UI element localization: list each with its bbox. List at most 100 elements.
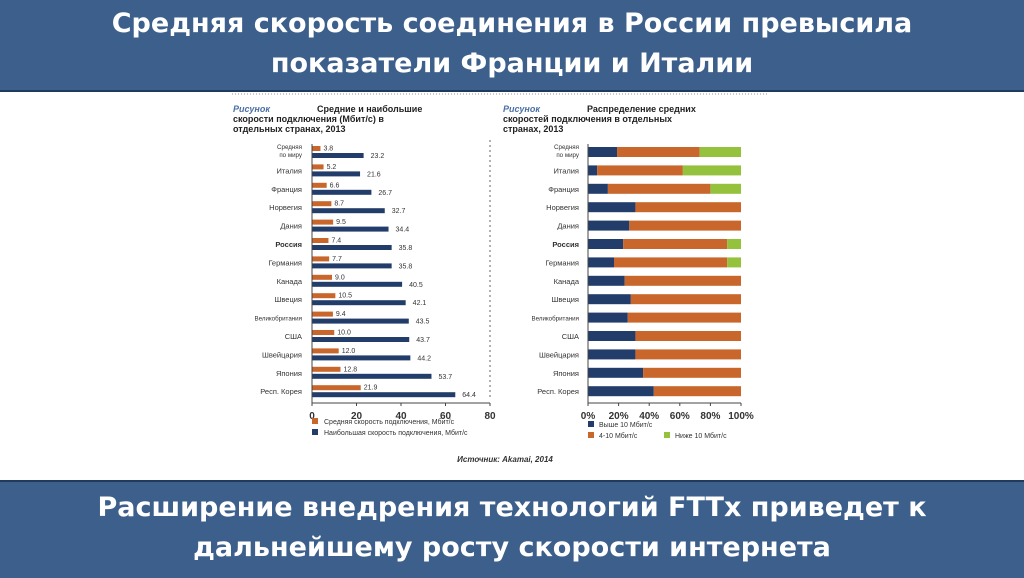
category-label: Великобритания <box>531 316 579 323</box>
chart-title-line: странах, 2013 <box>503 124 563 134</box>
x-tick-label: 100% <box>728 411 754 422</box>
data-label-peak: 53.7 <box>438 374 452 381</box>
category-label: Великобритания <box>254 316 302 323</box>
bar-segment <box>607 183 711 194</box>
bar-peak <box>312 245 392 250</box>
legend-label: Выше 10 Мбит/с <box>599 421 653 429</box>
data-label-peak: 26.7 <box>378 190 392 197</box>
category-label: Средняя <box>554 144 579 151</box>
bar-average <box>312 274 333 280</box>
category-label: США <box>285 332 302 341</box>
x-tick-label: 20 <box>351 411 363 422</box>
bar-segment <box>727 257 741 268</box>
legend-label: Ниже 10 Мбит/с <box>675 432 727 440</box>
category-label: США <box>562 332 579 341</box>
bar-peak <box>312 373 432 379</box>
x-tick-label: 60% <box>670 411 690 422</box>
bar-average <box>312 330 335 335</box>
data-label-peak: 23.2 <box>371 153 385 160</box>
data-label-peak: 35.8 <box>399 245 413 252</box>
category-label: Швеция <box>552 295 580 304</box>
x-tick-label: 20% <box>609 411 629 422</box>
x-tick-label: 40 <box>395 411 407 422</box>
bar-segment <box>588 331 636 341</box>
category-label: Швейцария <box>262 350 302 359</box>
bar-average <box>312 238 329 243</box>
data-label-average: 8.7 <box>334 201 344 208</box>
bar-average <box>312 201 332 207</box>
data-label-peak: 44.2 <box>417 355 431 362</box>
bar-peak <box>312 355 411 361</box>
category-label: по миру <box>279 152 303 159</box>
category-label: Норвегия <box>546 203 579 212</box>
bar-segment <box>588 220 630 231</box>
bar-average <box>312 385 361 391</box>
category-label: Дания <box>280 222 302 231</box>
bar-peak <box>312 392 456 398</box>
bar-segment <box>699 147 741 157</box>
bar-segment <box>629 220 741 231</box>
bar-segment <box>635 349 741 360</box>
header-banner: Средняя скорость соединения в России пре… <box>0 0 1024 92</box>
bar-segment <box>588 386 654 397</box>
bar-segment <box>635 202 741 213</box>
chart-title-line: скорости подключения (Мбит/с) в <box>233 114 384 124</box>
category-label: Россия <box>275 240 302 249</box>
data-label-average: 7.4 <box>331 238 341 245</box>
bar-segment <box>588 349 636 360</box>
bar-peak <box>312 226 389 232</box>
legend-label: 4-10 Мбит/с <box>599 432 638 440</box>
bar-segment <box>588 239 624 249</box>
category-label: Япония <box>553 369 579 378</box>
legend-swatch <box>312 429 318 435</box>
x-tick-label: 80% <box>700 411 720 422</box>
data-label-peak: 42.1 <box>413 300 427 307</box>
bar-segment <box>630 294 741 305</box>
x-tick-label: 80 <box>484 411 496 422</box>
bar-segment <box>614 257 728 268</box>
bar-peak <box>312 337 410 342</box>
data-label-average: 6.6 <box>330 182 340 189</box>
bar-segment <box>588 367 644 378</box>
data-label-peak: 43.7 <box>416 337 430 344</box>
header-line-1: Средняя скорость соединения в России пре… <box>111 8 913 39</box>
footer-banner: Расширение внедрения технологий FTTx при… <box>0 480 1024 578</box>
bar-average <box>312 293 336 299</box>
bar-segment <box>588 294 631 305</box>
figure-label: Рисунок <box>233 104 270 114</box>
source-note: Источник: Akamai, 2014 <box>457 455 553 464</box>
chart-title-line: Распределение средних <box>587 104 696 114</box>
bar-segment <box>617 147 700 157</box>
footer-line-1: Расширение внедрения технологий FTTx при… <box>97 492 927 523</box>
category-label: Франция <box>271 185 302 194</box>
data-label-peak: 35.8 <box>399 263 413 270</box>
category-label: Италия <box>553 166 579 175</box>
legend-label: Средняя скорость подключения, Мбит/с <box>324 418 455 426</box>
data-label-average: 10.0 <box>337 330 351 337</box>
data-label-peak: 32.7 <box>392 208 406 215</box>
bar-peak <box>312 263 392 269</box>
data-label-average: 10.5 <box>338 293 352 300</box>
bar-segment <box>588 312 628 323</box>
data-label-peak: 21.6 <box>367 171 381 178</box>
bar-segment <box>624 275 741 286</box>
bar-average <box>312 256 330 262</box>
data-label-peak: 40.5 <box>409 282 423 289</box>
category-label: Средняя <box>277 144 302 151</box>
bar-average <box>312 164 324 170</box>
data-label-peak: 43.5 <box>416 319 430 326</box>
bar-segment <box>643 367 741 378</box>
data-label-average: 9.4 <box>336 311 346 318</box>
bar-segment <box>588 147 618 157</box>
bar-segment <box>588 202 636 213</box>
category-label: Респ. Корея <box>537 387 579 396</box>
category-label: Швейцария <box>539 350 579 359</box>
bar-segment <box>588 165 598 176</box>
category-label: Норвегия <box>269 203 302 212</box>
data-label-average: 3.8 <box>323 146 333 153</box>
bar-segment <box>588 275 625 286</box>
legend-label: Наибольшая скорость подключения, Мбит/с <box>324 429 468 437</box>
